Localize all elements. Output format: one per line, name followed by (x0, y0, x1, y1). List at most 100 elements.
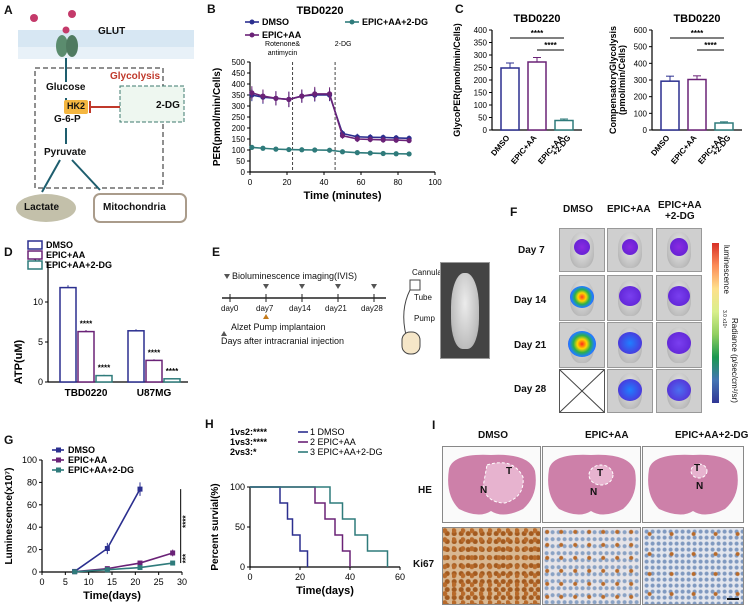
y-tick-label: 50 (478, 114, 487, 123)
y-tick-label: 150 (474, 89, 488, 98)
significance-label: **** (182, 514, 191, 527)
y-tick-label: 0 (240, 562, 245, 572)
cannula-pump-illustration (401, 279, 421, 355)
y-tick-label: 100 (474, 101, 488, 110)
he-dmso-image (442, 446, 541, 523)
legend-label: DMSO (46, 240, 73, 250)
y-axis-label: GlycoPER(pmol/min/Cells) (452, 23, 462, 137)
hk2-label: HK2 (67, 101, 86, 111)
y-tick-label: 450 (232, 69, 246, 78)
pyruvate-label: Pyruvate (44, 147, 87, 158)
scale-bar (727, 598, 739, 600)
data-point (299, 147, 305, 153)
x-tick-label: 60 (357, 178, 366, 187)
y-tick-label: 350 (232, 91, 246, 100)
timeline-day28: day28 (361, 304, 383, 313)
membrane-bottom (18, 47, 194, 59)
x-tick-label: 0 (248, 178, 253, 187)
legend-swatch (27, 260, 43, 270)
legend-label: 3 EPIC+AA+2-DG (310, 447, 383, 457)
significance-label: **** (166, 367, 179, 376)
y-tick-label: 60 (27, 500, 37, 510)
f-col-epic: EPIC+AA (607, 204, 651, 215)
x-axis-label: Time (minutes) (303, 190, 381, 202)
legend-label: EPIC+AA+2-DG (362, 17, 428, 27)
y-axis-label: CompensatoryGlycolysis (608, 26, 618, 134)
bar (687, 78, 707, 131)
significance-label: **** (148, 348, 161, 357)
bar (527, 61, 547, 131)
y-tick-label: 300 (474, 51, 488, 60)
he-2dg-image (642, 446, 744, 523)
ivis-dmso-day7 (559, 228, 605, 272)
f-row-day21: Day 21 (514, 340, 547, 351)
ivis-2dg-day21 (656, 322, 702, 368)
cross-icon (559, 369, 605, 413)
x-tick-label: 40 (320, 178, 329, 187)
y-tick-label: 40 (27, 522, 37, 532)
injection-label: Rotenone& (265, 41, 300, 48)
legend-marker (56, 447, 61, 453)
ivis-2dg-day14 (656, 275, 702, 321)
data-point (104, 567, 110, 573)
y-axis-label: PER(pmol/min/Cells) (212, 68, 223, 166)
panel-i-label: I (432, 418, 436, 432)
y-tick-label: 300 (232, 102, 246, 111)
panel-b-label: B (207, 2, 216, 16)
y-tick-label: 100 (230, 482, 245, 492)
ivis-epic-day28 (607, 369, 653, 413)
category-label: U87MG (137, 388, 172, 399)
pump-label: Alzet Pump implantaion (231, 322, 326, 332)
data-point (354, 136, 360, 142)
y-axis-label: Percent survial(%) (210, 483, 221, 570)
data-point (393, 151, 399, 157)
significance-label: **** (704, 41, 717, 50)
panel-c-label: C (455, 2, 464, 16)
panel-h-chart: 0 50 100 0 20 40 60 Time(days) Percent survial(%… (210, 427, 405, 597)
data-point (354, 150, 360, 156)
panel-b-chart: TBD0220 0 50 100 150 200 250 300 350 400 450 500 0 20… (212, 5, 442, 202)
data-point (326, 91, 333, 97)
legend-marker (349, 19, 355, 25)
he-dmso-normal-marker: N (480, 485, 488, 496)
survival-curve (250, 486, 309, 567)
y-tick-label: 400 (232, 80, 246, 89)
data-point (273, 95, 279, 101)
f-row-day28: Day 28 (514, 384, 547, 395)
legend-label: EPIC+AA (262, 30, 302, 40)
he-epic-image (542, 446, 641, 523)
y-tick-label: 200 (474, 76, 488, 85)
y-axis-label: (pmol/min/Cells) (617, 45, 627, 115)
hk2-box (64, 100, 88, 114)
timeline-ticks (229, 294, 375, 302)
category-label: EPIC+AA (669, 133, 698, 166)
pump-part-label: Pump (414, 314, 435, 323)
data-point (380, 137, 386, 143)
series-line (74, 488, 141, 573)
legend-label: 2 EPIC+AA (310, 437, 356, 447)
he-epic-normal-marker: N (590, 487, 598, 498)
y-tick-label: 100 (232, 146, 246, 155)
bar (127, 330, 145, 383)
x-tick-label: 0 (247, 572, 252, 582)
y-tick-label: 20 (27, 545, 37, 555)
legend-marker (56, 457, 61, 463)
i-col-2dg: EPIC+AA+2-DG (675, 430, 749, 441)
legend-label: DMSO (68, 445, 95, 455)
f-col-2dg: EPIC+AA +2-DG (658, 200, 702, 222)
y-tick-label: 5 (38, 337, 43, 347)
ki67-epic-image (542, 527, 641, 605)
timeline-day21: day21 (325, 304, 347, 313)
significance-label: **** (691, 29, 704, 38)
i-row-he: HE (418, 485, 432, 496)
panel-c1-chart: TBD0220 0 50 100 150 200 250 300 350 400 GlycoPER(… (452, 13, 582, 166)
pump-day-marker (263, 314, 269, 319)
y-axis-label: ATP(uM) (13, 339, 25, 384)
bar (500, 67, 520, 131)
y-tick-label: 50 (236, 157, 245, 166)
y-tick-label: 350 (474, 39, 488, 48)
y-tick-label: 300 (634, 76, 648, 85)
panel-h-label: H (205, 417, 214, 431)
panel-g-chart: 0 20 40 60 80 100 0 5 10 15 20 25 30 Time(days) Lumine… (4, 445, 191, 602)
data-point (249, 90, 255, 96)
